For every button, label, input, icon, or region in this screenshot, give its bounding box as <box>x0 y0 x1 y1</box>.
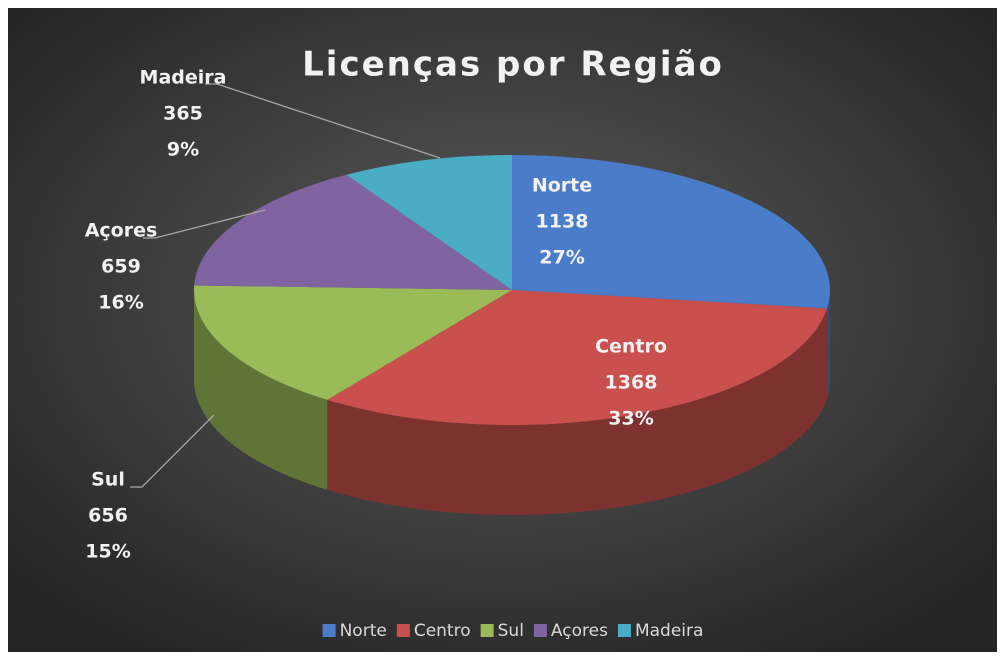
label-percent: 16% <box>98 292 143 314</box>
label-category: Açores <box>85 220 158 242</box>
slice <box>512 155 830 309</box>
label-value: 1138 <box>536 211 589 233</box>
label-category: Centro <box>595 336 667 358</box>
label-value: 656 <box>88 505 128 527</box>
slice <box>346 155 512 290</box>
legend-label: Norte <box>340 621 387 641</box>
legend-swatch <box>396 624 410 637</box>
pie <box>194 155 830 515</box>
data-labels: Norte 1138 27% Centro 1368 33% Sul 656 15% Açores… <box>85 67 667 563</box>
label-category: Madeira <box>140 67 227 89</box>
label-category: Sul <box>91 469 125 491</box>
label-percent: 27% <box>539 247 584 269</box>
slice-side <box>827 290 830 399</box>
leader-line <box>130 414 215 488</box>
label-value: 1368 <box>605 372 658 394</box>
leader-line <box>205 83 441 159</box>
label-percent: 33% <box>608 408 653 430</box>
legend-swatch <box>480 624 494 637</box>
label-value: 365 <box>163 103 203 125</box>
label-percent: 15% <box>85 541 130 563</box>
legend: Norte Centro Sul Açores Madeira <box>322 621 703 641</box>
slice <box>194 174 512 290</box>
label-value: 659 <box>101 256 141 278</box>
legend-label: Centro <box>414 621 471 641</box>
label-category: Norte <box>532 175 592 197</box>
legend-swatch <box>533 624 547 637</box>
legend-swatch <box>617 624 631 637</box>
label-percent: 9% <box>167 139 199 161</box>
leader-line <box>143 209 266 239</box>
chart-title: Licenças por Região <box>302 45 724 85</box>
slice <box>327 290 828 425</box>
slice-side <box>194 290 328 490</box>
legend-label: Madeira <box>635 621 703 641</box>
slice <box>194 285 512 400</box>
legend-swatch <box>322 624 336 637</box>
slice-side <box>327 308 828 515</box>
legend-label: Açores <box>551 621 608 641</box>
legend-label: Sul <box>498 621 524 641</box>
